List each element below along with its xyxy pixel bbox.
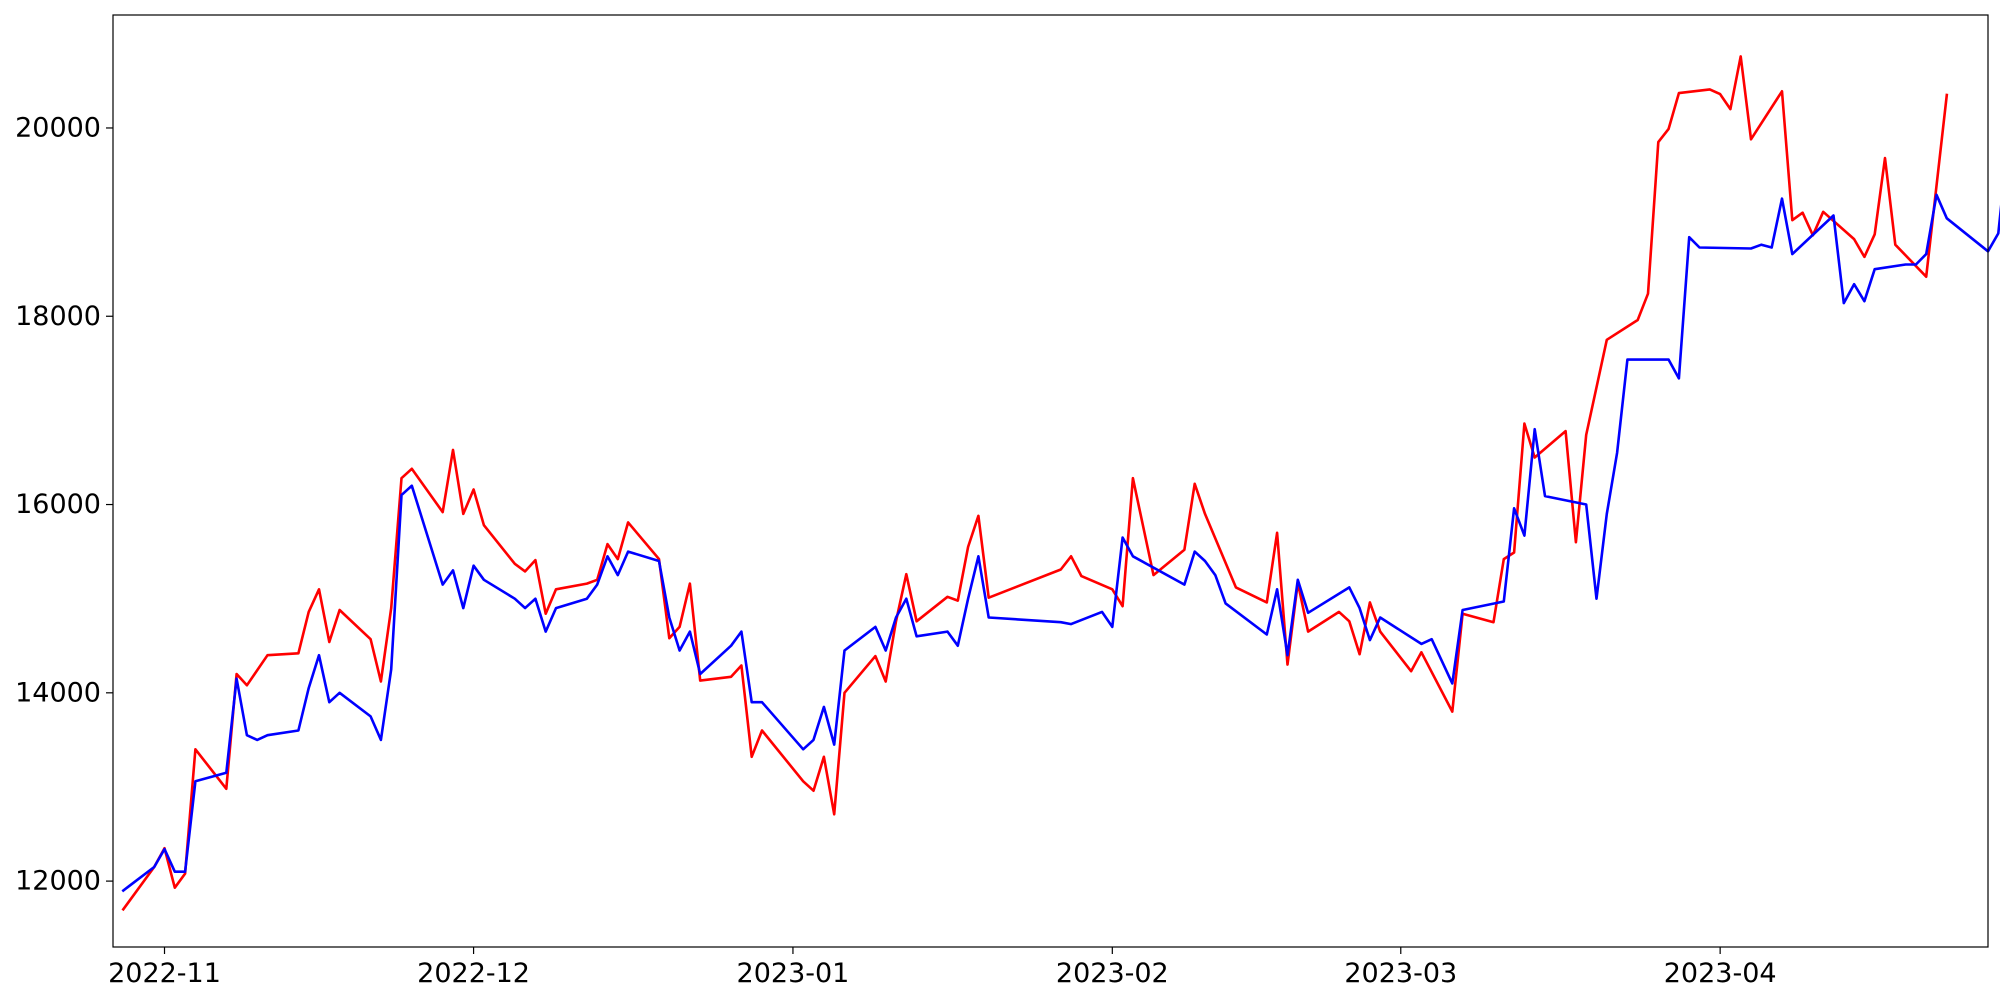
- axes-layer: 2022-11 2022-12 2023-01 2023-02 2023-03 2023-…: [15, 14, 1989, 989]
- plot-frame: [112, 14, 1989, 948]
- y-tick-label: 20000: [15, 112, 101, 143]
- series-layer: [121, 55, 2000, 912]
- series-line-1: [121, 55, 1949, 912]
- x-tick-label: 2023-04: [1664, 958, 1777, 989]
- y-tick-label: 18000: [15, 301, 101, 332]
- x-tick-label: 2023-01: [737, 958, 850, 989]
- x-tick-label: 2022-12: [417, 958, 530, 989]
- y-tick-label: 16000: [15, 489, 101, 520]
- y-tick-label: 12000: [15, 866, 101, 897]
- x-tick-label: 2022-11: [108, 958, 221, 989]
- x-tick-label: 2023-03: [1344, 958, 1457, 989]
- series-line-2: [121, 193, 2000, 893]
- x-tick-label: 2023-02: [1056, 958, 1169, 989]
- y-tick-label: 14000: [15, 677, 101, 708]
